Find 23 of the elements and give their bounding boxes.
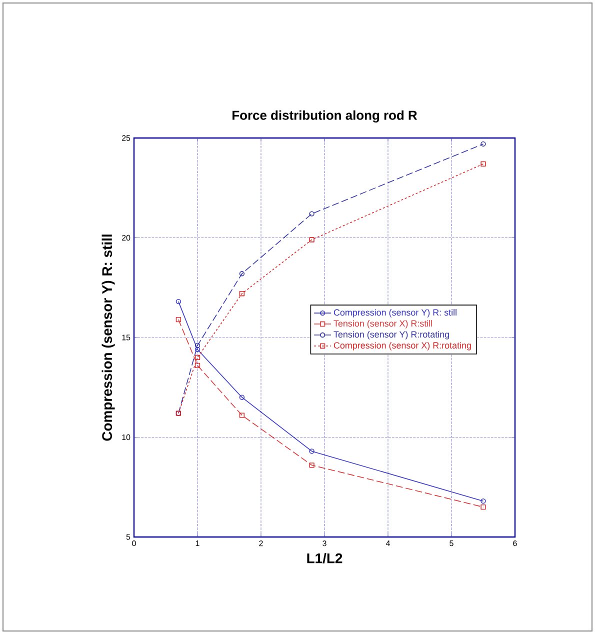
legend-label: Tension (sensor Y) R:rotating [334, 331, 449, 340]
point [480, 141, 486, 147]
point [194, 362, 200, 368]
chart-title: Force distribution along rod R [232, 110, 418, 122]
point [309, 237, 314, 242]
point [480, 161, 486, 167]
point [239, 271, 245, 276]
point [239, 394, 245, 400]
point [194, 354, 200, 360]
point [176, 316, 182, 322]
point [309, 211, 314, 216]
point [309, 448, 314, 454]
legend-label: Compression (sensor X) R:rotating [334, 342, 471, 350]
x-axis-title: L1/L2 [307, 552, 342, 564]
point [194, 346, 200, 352]
point [309, 462, 314, 468]
point [194, 342, 200, 348]
point [239, 412, 245, 418]
legend-label: Compression (sensor Y) R: still [334, 309, 456, 318]
y-axis-title: Compression (sensor Y) R: still [102, 234, 115, 441]
point [239, 291, 245, 296]
legend-label: Tension (sensor X) R:still [334, 320, 432, 328]
point [480, 504, 486, 510]
